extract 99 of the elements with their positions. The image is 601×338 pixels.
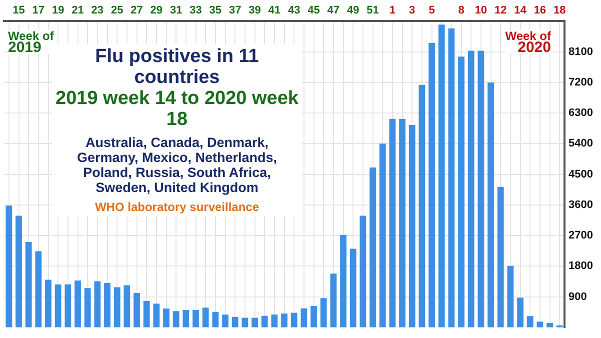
bar <box>25 242 32 328</box>
bar <box>143 300 150 328</box>
x-tick-label: 37 <box>228 4 242 17</box>
bar <box>517 298 524 328</box>
bar <box>478 50 484 328</box>
bar <box>418 84 426 328</box>
y-tick-label: 6300 <box>568 107 594 120</box>
bar <box>438 24 445 328</box>
bar <box>350 248 356 328</box>
x-tick-label: 10 <box>474 4 488 17</box>
bar <box>242 318 248 328</box>
bar <box>360 216 366 328</box>
bar <box>45 280 52 328</box>
bar <box>6 206 12 328</box>
x-tick-label: 45 <box>308 4 320 17</box>
annotation: Australia, Canada, Denmark, Germany, Mexico, Netherlands, Poland, Russia, South Africa, Sweden, United Kingdom <box>76 135 278 195</box>
bar <box>497 186 504 328</box>
bar <box>546 322 553 328</box>
bar <box>448 28 455 328</box>
bar <box>330 274 337 328</box>
bar <box>300 308 308 328</box>
x-tick-label: 5 <box>428 4 435 17</box>
bar <box>526 316 534 328</box>
x-tick-label: 25 <box>110 4 124 17</box>
text: 2019 week 14 to 2020 week 18 <box>54 88 300 130</box>
bar <box>74 280 81 328</box>
bar <box>290 312 298 328</box>
y-tick-label: 8100 <box>568 46 594 58</box>
annotation: Week of 2019 <box>8 29 54 56</box>
x-tick-label: 3 <box>409 4 416 17</box>
x-tick-label: 21 <box>72 4 84 17</box>
x-tick-label: 35 <box>209 4 222 17</box>
y-tick-label: 1800 <box>568 260 594 272</box>
bar <box>54 284 62 328</box>
x-tick-label: 16 <box>534 4 546 17</box>
bar <box>536 322 544 328</box>
bar <box>458 56 464 328</box>
x-tick-label: 41 <box>268 4 281 17</box>
x-tick-label: 18 <box>553 4 566 17</box>
x-tick-label: 39 <box>248 4 261 17</box>
y-tick-label: 900 <box>568 290 587 303</box>
y-tick-label: 4500 <box>568 168 594 180</box>
bar <box>252 318 258 328</box>
x-tick-label: 49 <box>346 4 360 17</box>
annotation: Week of 2020 <box>505 29 551 56</box>
bar <box>232 316 238 328</box>
bar <box>408 124 416 328</box>
x-tick-label: 17 <box>32 4 45 17</box>
annotation: WHO laboratory surveillance <box>94 200 260 214</box>
bar <box>379 144 386 328</box>
bar <box>104 282 110 328</box>
bar <box>163 308 170 328</box>
x-tick-label: 31 <box>170 4 182 17</box>
bar <box>468 50 474 328</box>
bar <box>370 167 376 328</box>
bar <box>124 285 130 328</box>
x-tick-label: 47 <box>327 4 340 17</box>
x-tick-label: 43 <box>288 4 300 17</box>
x-tick-label: 27 <box>130 4 143 17</box>
bar <box>399 118 406 328</box>
x-tick-label: 29 <box>150 4 163 17</box>
bar <box>182 310 190 328</box>
bar <box>507 266 514 328</box>
x-tick-label: 14 <box>514 4 528 17</box>
bar <box>271 314 278 328</box>
bar <box>64 284 72 328</box>
bar <box>114 287 120 328</box>
bar <box>222 314 228 328</box>
bar <box>281 313 288 328</box>
x-tick-label: 33 <box>190 4 202 17</box>
bar <box>261 316 268 328</box>
bar <box>310 306 317 328</box>
bar <box>202 308 209 328</box>
bar <box>212 312 219 328</box>
x-tick-label: 23 <box>91 4 104 17</box>
x-tick-label: 15 <box>12 4 25 17</box>
bar <box>134 293 140 328</box>
bar <box>192 310 199 328</box>
x-tick-label: 8 <box>458 4 464 17</box>
bar <box>84 288 91 328</box>
x-tick-label: 19 <box>52 4 64 17</box>
bar <box>35 251 42 328</box>
x-tick-label: 12 <box>494 4 507 17</box>
x-tick-label: 1 <box>389 4 396 17</box>
x-tick-label: 51 <box>366 4 379 17</box>
bar <box>172 311 180 328</box>
bar <box>153 304 160 328</box>
bar <box>428 42 435 328</box>
bar <box>16 216 22 328</box>
bar <box>320 298 327 328</box>
bar <box>340 234 346 328</box>
bar <box>488 82 494 328</box>
bar <box>389 118 396 328</box>
bar <box>94 281 101 328</box>
text: Flu positives in 11 countries <box>94 46 260 88</box>
y-tick-label: 3600 <box>568 198 594 211</box>
y-tick-label: 2700 <box>568 230 594 242</box>
y-tick-label: 7200 <box>568 76 594 88</box>
y-tick-label: 5400 <box>568 138 594 150</box>
